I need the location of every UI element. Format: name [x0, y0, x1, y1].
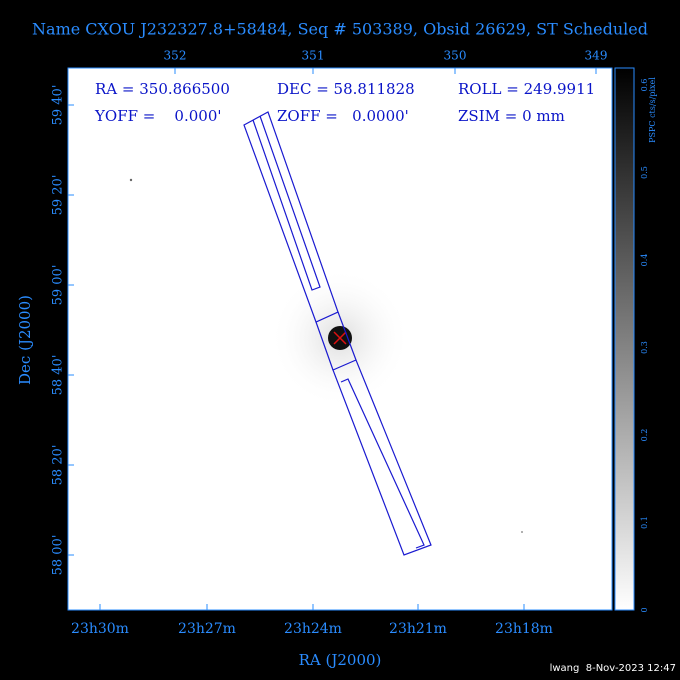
bottom-tick-label: 23h21m	[389, 621, 447, 637]
star	[521, 531, 523, 533]
colorbar-tick-label: 0.6	[640, 79, 649, 92]
top-tick-label: 349	[585, 49, 608, 63]
colorbar-tick-label: 0	[640, 607, 649, 612]
header-dec: DEC = 58.811828	[277, 80, 415, 98]
header-zoff: ZOFF = 0.0000'	[277, 107, 409, 125]
left-tick-label: 59 00'	[51, 265, 66, 306]
left-tick-label: 58 40'	[51, 355, 66, 396]
colorbar	[614, 67, 635, 611]
header-roll: ROLL = 249.9911	[458, 80, 595, 98]
colorbar-tick-label: 0.3	[640, 341, 649, 354]
y-axis-label: Dec (J2000)	[16, 295, 34, 385]
chip-lower	[332, 359, 432, 556]
detector-outline	[243, 111, 432, 556]
colorbar-tick-label: 0.1	[640, 516, 649, 529]
star	[129, 178, 133, 182]
chip-upper-inner	[252, 115, 321, 291]
footer: lwang 8-Nov-2023 12:47	[550, 663, 676, 674]
axes: 352 351 350 349 23h30m 23h27m 23h24m 23h21m 23h1…	[51, 49, 650, 638]
colorbar-tick-label: 0.5	[640, 166, 649, 179]
left-tick-label: 58 00'	[51, 535, 66, 576]
target-marker	[333, 331, 347, 345]
colorbar-tick-label: 0.2	[640, 429, 649, 442]
colorbar-tick-label: 0.4	[640, 254, 649, 267]
top-tick-label: 351	[302, 49, 325, 63]
left-tick-label: 59 20'	[51, 175, 66, 216]
header-ra: RA = 350.866500	[95, 80, 230, 98]
chip-lower-inner	[340, 378, 425, 549]
bottom-tick-label: 23h24m	[284, 621, 342, 637]
left-tick-label: 59 40'	[51, 85, 66, 126]
top-tick-label: 352	[164, 49, 187, 63]
left-tick-label: 58 20'	[51, 445, 66, 486]
title: Name CXOU J232327.8+58484, Seq # 503389,…	[32, 20, 648, 39]
x-axis-label: RA (J2000)	[299, 651, 382, 669]
colorbar-label: PSPC cts/s/pixel	[648, 77, 657, 143]
chip-edge	[337, 311, 357, 361]
bottom-tick-label: 23h30m	[71, 621, 129, 637]
header-zsim: ZSIM = 0 mm	[458, 107, 565, 125]
chip-edge	[315, 321, 334, 371]
bottom-tick-label: 23h18m	[495, 621, 553, 637]
header-yoff: YOFF = 0.000'	[94, 107, 222, 125]
bottom-tick-label: 23h27m	[178, 621, 236, 637]
top-tick-label: 350	[444, 49, 467, 63]
